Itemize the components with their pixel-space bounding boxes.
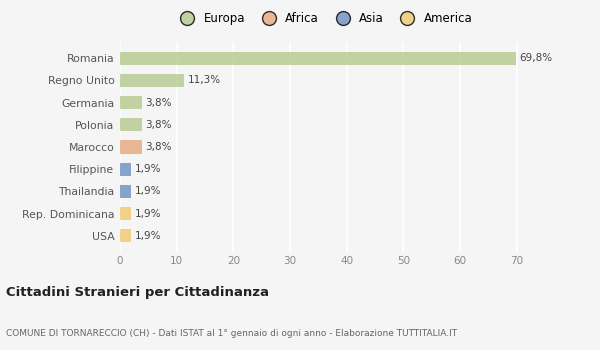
- Text: 1,9%: 1,9%: [135, 164, 161, 174]
- Legend: Europa, Africa, Asia, America: Europa, Africa, Asia, America: [173, 10, 475, 28]
- Text: 3,8%: 3,8%: [146, 120, 172, 130]
- Text: 3,8%: 3,8%: [146, 142, 172, 152]
- Bar: [120, 74, 184, 87]
- Bar: [120, 51, 515, 65]
- Text: 1,9%: 1,9%: [135, 187, 161, 196]
- Bar: [120, 162, 131, 176]
- Bar: [120, 140, 142, 154]
- Text: 1,9%: 1,9%: [135, 209, 161, 219]
- Text: COMUNE DI TORNARECCIO (CH) - Dati ISTAT al 1° gennaio di ogni anno - Elaborazion: COMUNE DI TORNARECCIO (CH) - Dati ISTAT …: [6, 329, 457, 338]
- Bar: [120, 185, 131, 198]
- Text: 11,3%: 11,3%: [188, 75, 221, 85]
- Text: 1,9%: 1,9%: [135, 231, 161, 241]
- Bar: [120, 96, 142, 109]
- Bar: [120, 229, 131, 243]
- Bar: [120, 207, 131, 220]
- Text: 69,8%: 69,8%: [520, 53, 553, 63]
- Text: 3,8%: 3,8%: [146, 98, 172, 107]
- Text: Cittadini Stranieri per Cittadinanza: Cittadini Stranieri per Cittadinanza: [6, 286, 269, 299]
- Bar: [120, 118, 142, 132]
